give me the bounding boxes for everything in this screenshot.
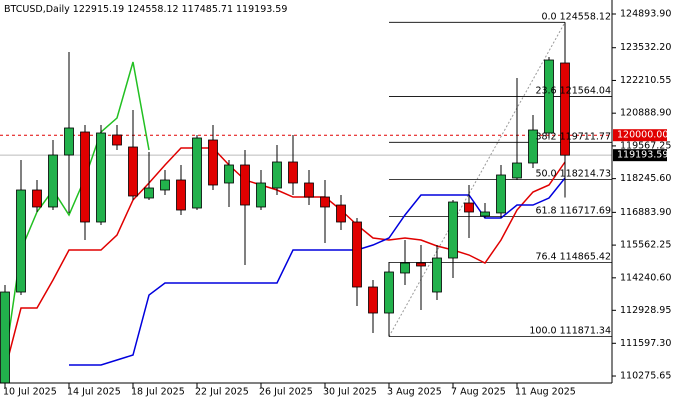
candle-body [80,131,90,223]
candle-body [224,164,234,184]
candle-body [416,262,426,267]
fib-price: 111871.34 [560,325,611,336]
plot-area [0,21,612,383]
fib-ratio: 61.8 [535,205,556,216]
candle-body [384,271,394,314]
candle-body [368,286,378,314]
fib-price: 118214.73 [560,168,611,179]
price-tag-label: 120000.00 [617,130,668,141]
candle-body [256,182,266,208]
x-tick-label: 30 Jul 2025 [323,387,377,398]
candle-body [128,146,138,197]
y-tick-label: 116883.90 [620,207,671,218]
y-tick-label: 110275.65 [620,371,671,382]
y-tick-label: 118245.60 [620,173,671,184]
candle-body [480,211,490,217]
candle-body [496,174,506,214]
candle-body [448,201,458,259]
axes: 124893.90 123532.20 122210.55 120888.90 1195… [3,8,671,397]
candle-body [544,59,554,134]
candle-body [0,291,10,383]
fib-ratio: 38.2 [535,131,556,142]
y-tick-label: 112928.95 [620,305,671,316]
fib-label: 100.0 111871.34 [529,325,611,336]
fib-price: 116717.69 [560,205,611,216]
price-tag [613,129,667,142]
fib-price: 124558.12 [560,11,611,22]
candle-body [176,179,186,211]
candle-body [432,257,442,293]
candle-body [160,179,170,191]
y-tick-label: 123532.20 [620,42,671,53]
header-open: 122915.19 [73,4,124,15]
header-high: 124558.12 [127,4,178,15]
candle-body [336,204,346,223]
chart-header: BTCUSD,Daily 122915.19 124558.12 117485.… [4,4,287,15]
y-tick-label: 115562.25 [620,240,671,251]
x-tick-label: 14 Jul 2025 [67,387,121,398]
candle-body [32,189,42,208]
fib-label: 23.6 121564.04 [535,85,611,96]
fib-price: 114865.42 [560,251,611,262]
symbol: BTCUSD,Daily [4,4,70,15]
y-tick-label: 111597.30 [620,338,671,349]
candle-body [96,132,106,223]
x-tick-label: 11 Aug 2025 [515,387,576,398]
fib-ratio: 76.4 [535,251,556,262]
fib-ratio: 0.0 [541,11,556,22]
candle-body [240,164,250,206]
candle-body [208,139,218,186]
candle-body [192,137,202,209]
candle-body [400,262,410,274]
indicator-line [4,147,566,371]
candle-body [352,221,362,288]
candle-body [112,134,122,146]
fib-price: 121564.04 [560,85,611,96]
fib-label: 0.0 124558.12 [541,11,611,22]
candle-body [512,162,522,179]
fib-label: 38.2 119711.77 [535,131,611,142]
y-tick-label: 114240.60 [620,272,671,283]
candle-body [560,62,570,156]
x-tick-label: 26 Jul 2025 [259,387,313,398]
y-tick-label: 124893.90 [620,8,671,19]
candle-body [272,161,282,189]
x-tick-label: 18 Jul 2025 [131,387,185,398]
fib-label: 76.4 114865.42 [535,251,611,262]
candle-body [320,196,330,208]
fib-label: 61.8 116717.69 [535,205,611,216]
candle-body [16,189,26,293]
candle-body [48,154,58,208]
candle-body [304,182,314,198]
candle-body [144,187,154,199]
y-tick-label: 120888.90 [620,108,671,119]
y-tick-label: 119567.25 [620,140,671,151]
candle-body [528,129,538,164]
header-close: 119193.59 [236,4,287,15]
price-tag-label: 119193.59 [617,150,668,161]
price-tag [613,149,667,162]
x-tick-label: 7 Aug 2025 [451,387,506,398]
x-tick-label: 3 Aug 2025 [387,387,442,398]
candle-body [64,127,74,156]
x-tick-label: 10 Jul 2025 [3,387,57,398]
x-tick-label: 22 Jul 2025 [195,387,249,398]
y-tick-label: 122210.55 [620,75,671,86]
fib-price: 119711.77 [560,131,611,142]
fib-label: 50.0 118214.73 [535,168,611,179]
header-low: 117485.71 [182,4,233,15]
fib-ratio: 100.0 [529,325,556,336]
indicator-line [4,61,150,361]
candle-body [288,161,298,184]
candle-body [464,202,474,213]
fib-ratio: 50.0 [535,168,556,179]
fib-ratio: 23.6 [535,85,556,96]
